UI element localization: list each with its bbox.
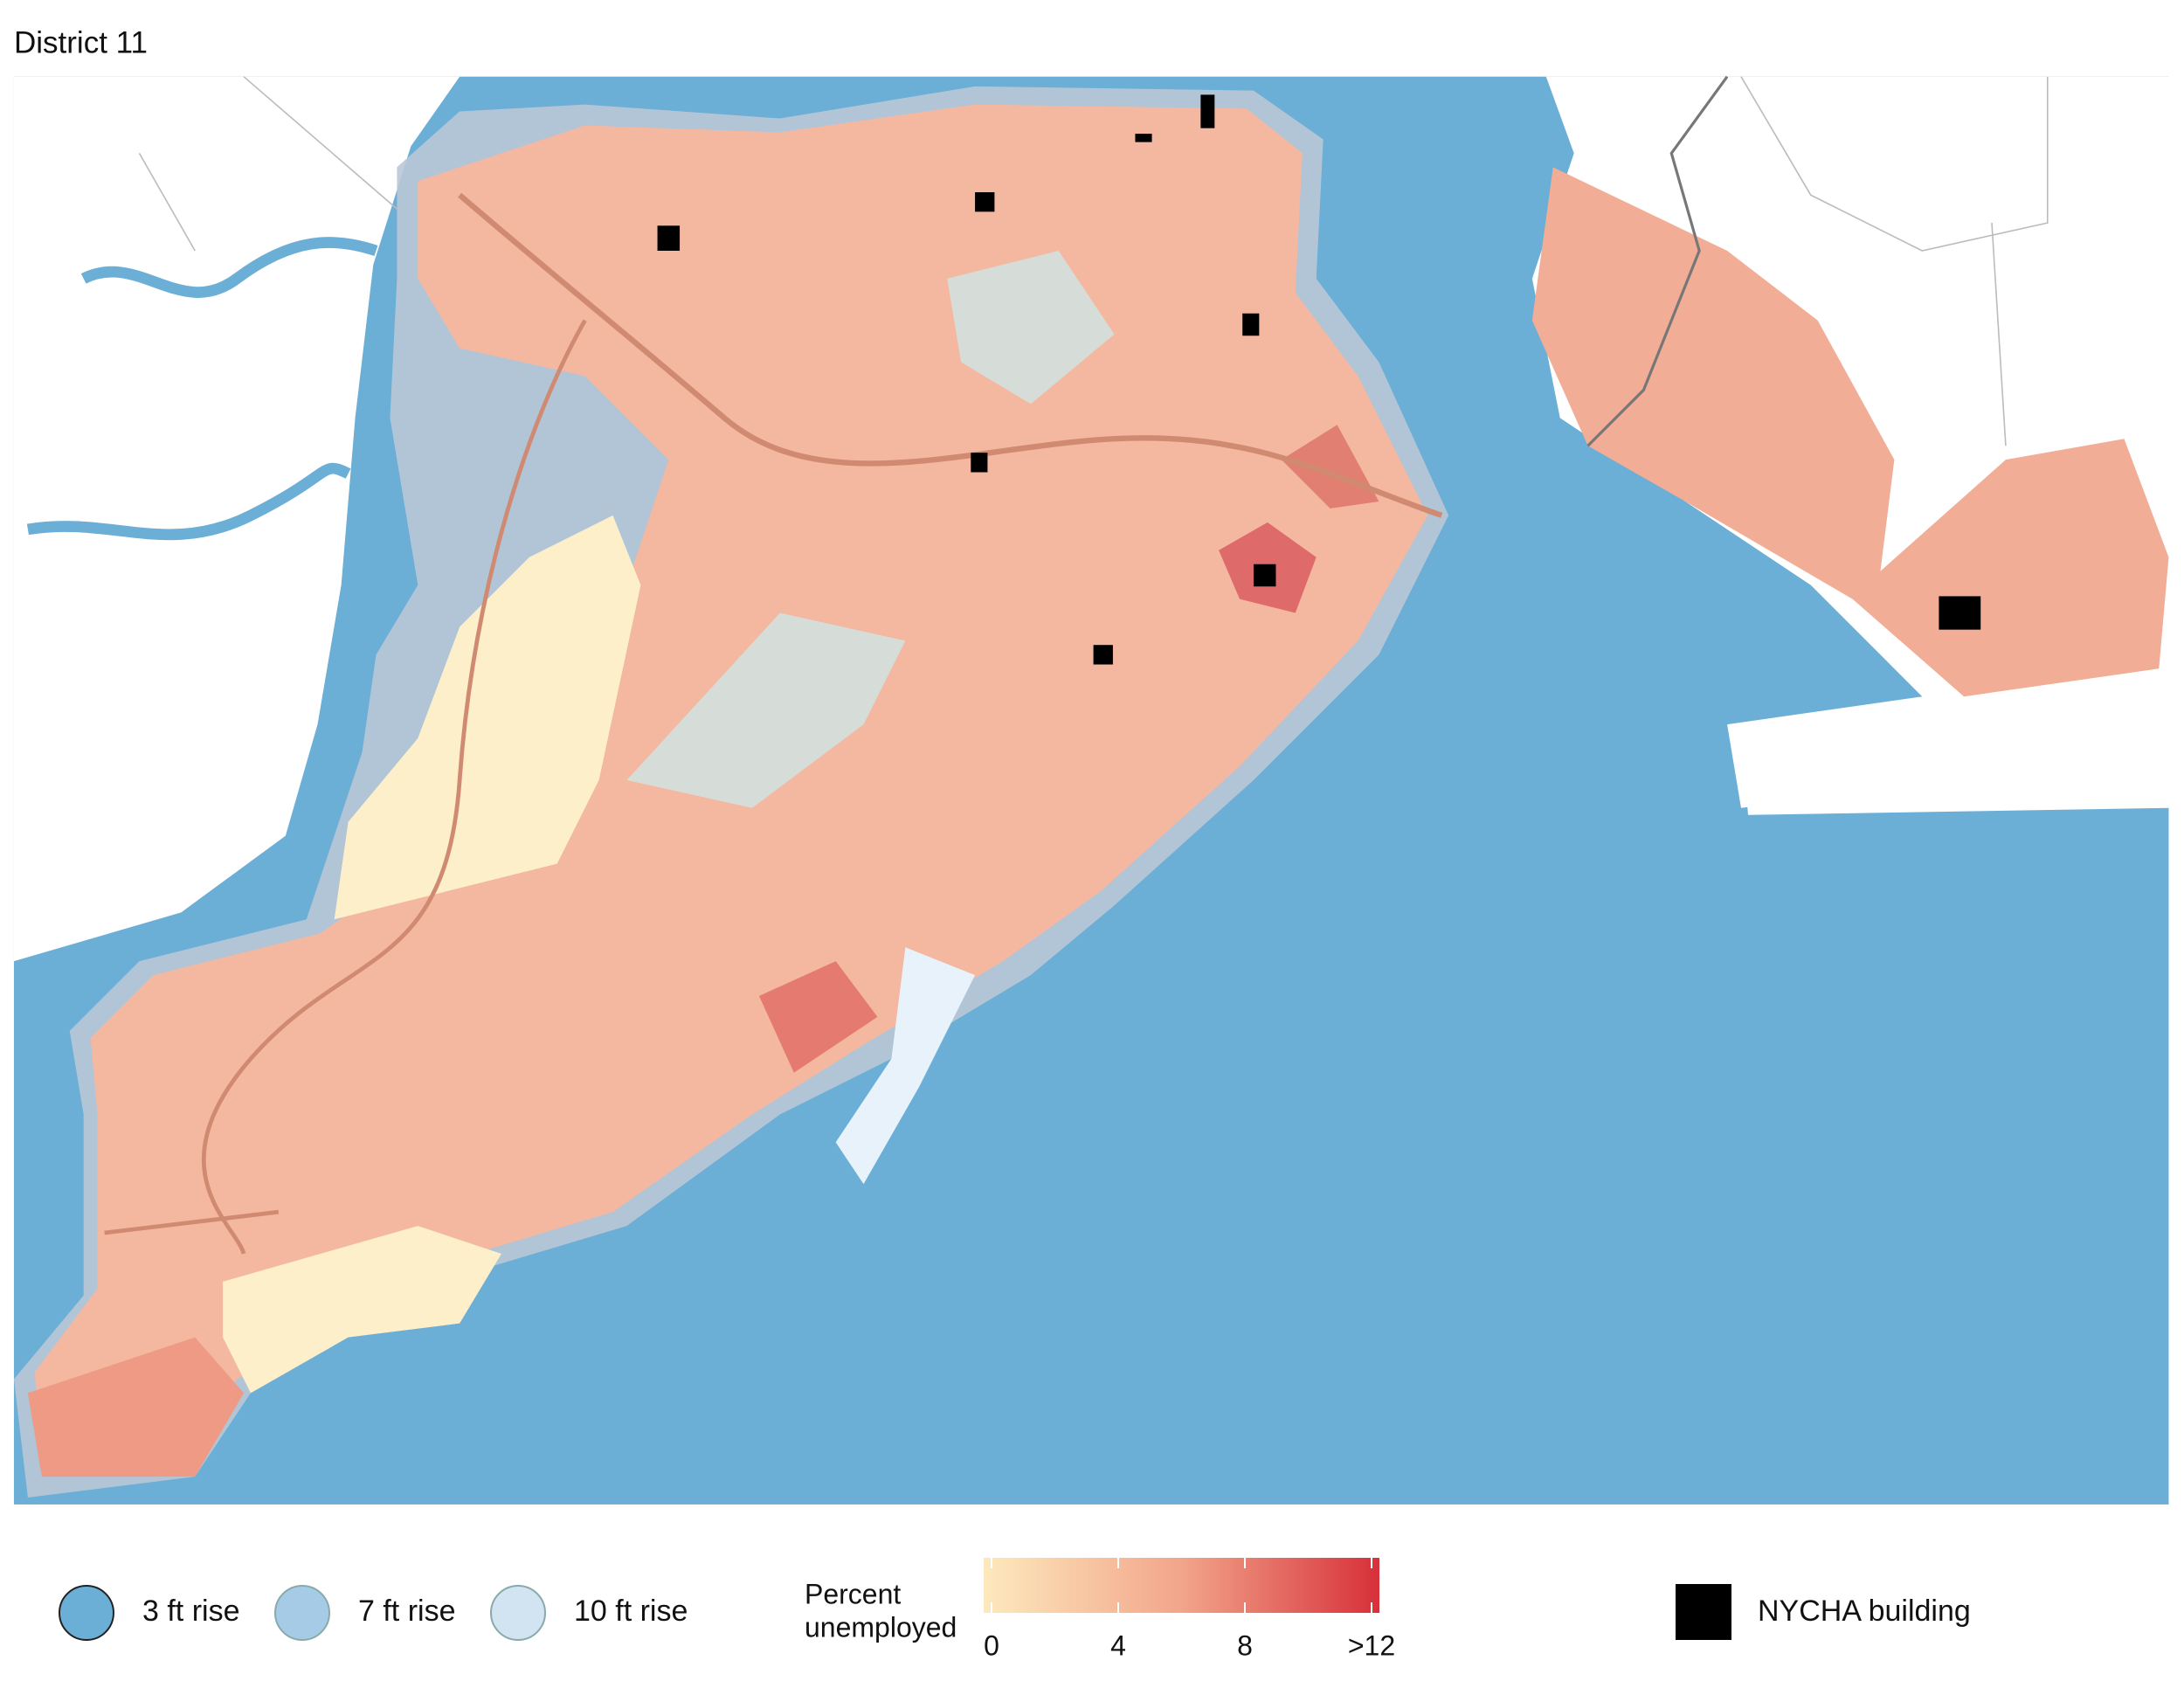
colorbar-title: Percent xyxy=(805,1578,901,1609)
flood-label: 7 ft rise xyxy=(358,1595,455,1628)
legend: 3 ft rise 7 ft rise 10 ft rise Percentunemp… xyxy=(59,1558,1971,1661)
flood-label: 3 ft rise xyxy=(142,1595,239,1628)
tract-high xyxy=(758,961,878,1073)
colorbar-tick-label: 4 xyxy=(1110,1629,1126,1661)
nycha-buildings xyxy=(657,94,1981,665)
boundary-line xyxy=(1740,76,2049,446)
expressway xyxy=(458,192,1443,518)
tract-high xyxy=(1281,425,1379,508)
rail-line xyxy=(1586,75,1729,447)
nycha-building xyxy=(1253,564,1276,587)
nycha-building xyxy=(971,453,988,473)
flood-swatch xyxy=(490,1585,546,1641)
tract-mid xyxy=(27,1337,245,1477)
tract-park xyxy=(947,250,1115,405)
brooklyn-land xyxy=(1741,724,2169,815)
map-title: District 11 xyxy=(14,25,148,59)
nycha-building xyxy=(1200,94,1215,128)
map xyxy=(13,75,2169,1505)
building-swatch xyxy=(1676,1584,1731,1640)
flood-swatch xyxy=(59,1585,114,1641)
colorbar-title: unemployed xyxy=(805,1611,957,1643)
colorbar-tick-label: >12 xyxy=(1348,1629,1395,1661)
nycha-building xyxy=(1135,134,1152,142)
landfill xyxy=(835,947,976,1185)
nycha-building xyxy=(1242,313,1260,336)
nycha-building xyxy=(1939,596,1981,630)
tract-low xyxy=(223,1226,501,1394)
nycha-building xyxy=(1093,645,1113,665)
building-label: NYCHA building xyxy=(1758,1595,1971,1628)
colorbar-tick-label: 8 xyxy=(1237,1629,1253,1661)
brooklyn-tracts xyxy=(1531,167,2169,697)
tract-park xyxy=(626,612,906,808)
creek xyxy=(26,237,378,541)
nycha-building xyxy=(975,192,995,212)
colorbar xyxy=(984,1558,1379,1613)
boundary-line xyxy=(138,76,397,252)
flood-swatch xyxy=(274,1585,330,1641)
tract-low xyxy=(334,515,641,920)
nycha-building xyxy=(657,225,681,251)
flood-label: 10 ft rise xyxy=(574,1595,688,1628)
expressway xyxy=(104,319,587,1255)
colorbar-tick-label: 0 xyxy=(984,1629,999,1661)
